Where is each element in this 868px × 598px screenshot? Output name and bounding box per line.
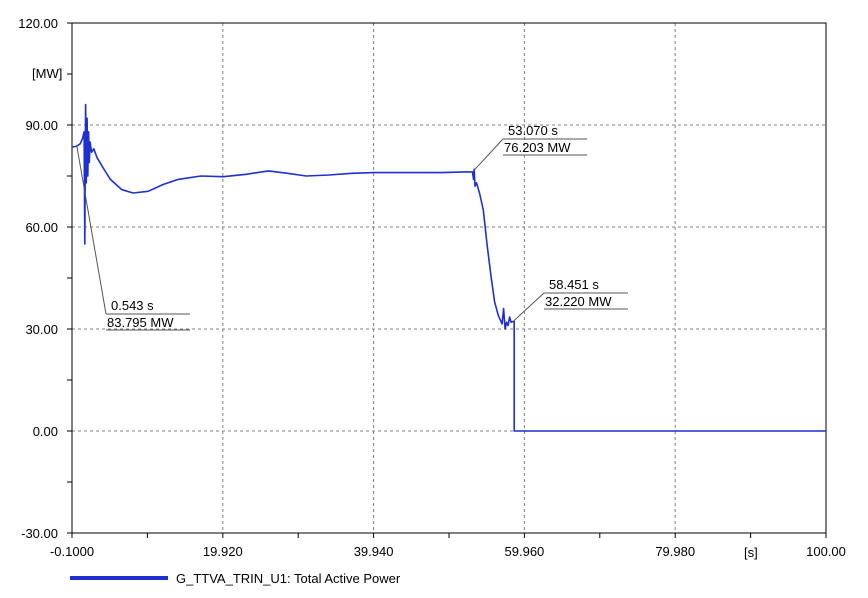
annotation-leader <box>76 146 107 315</box>
y-tick-label: 30.00 <box>25 322 58 337</box>
y-tick-label: 0.00 <box>33 424 58 439</box>
grid <box>72 23 826 533</box>
annotation-value: 83.795 MW <box>107 315 174 330</box>
x-tick-label: 100.00 <box>806 544 846 559</box>
x-tick-label: -0.1000 <box>50 544 94 559</box>
annotation-time: 0.543 s <box>111 298 154 313</box>
x-axis-label: [s] <box>744 545 758 560</box>
annotation-time: 53.070 s <box>508 123 558 138</box>
y-tick-label: -30.00 <box>21 526 58 541</box>
y-axis-label: [MW] <box>32 66 62 81</box>
y-tick-label: 90.00 <box>25 118 58 133</box>
legend: G_TTVA_TRIN_U1: Total Active Power <box>70 571 401 586</box>
annotation-leader <box>512 292 545 322</box>
series-line <box>71 103 826 432</box>
plot-frame <box>71 22 827 534</box>
annotation-value: 32.220 MW <box>545 294 612 309</box>
y-tick-label: 60.00 <box>25 220 58 235</box>
annotations: 0.543 s 83.795 MW 53.070 s 76.203 MW 58.451 … <box>76 123 628 331</box>
x-tick-label: 79.980 <box>655 544 695 559</box>
legend-label: G_TTVA_TRIN_U1: Total Active Power <box>176 571 401 586</box>
annotation-leader <box>472 138 504 173</box>
tick-labels: -0.1000 19.920 39.940 59.960 79.980 100.00 -30… <box>18 16 846 559</box>
annotation-time: 58.451 s <box>549 277 599 292</box>
x-tick-label: 59.960 <box>505 544 545 559</box>
x-tick-label: 19.920 <box>203 544 243 559</box>
x-tick-label: 39.940 <box>354 544 394 559</box>
annotation-value: 76.203 MW <box>504 140 571 155</box>
y-tick-label: 120.00 <box>18 16 58 31</box>
axes <box>67 22 827 538</box>
series-lines <box>71 103 826 432</box>
